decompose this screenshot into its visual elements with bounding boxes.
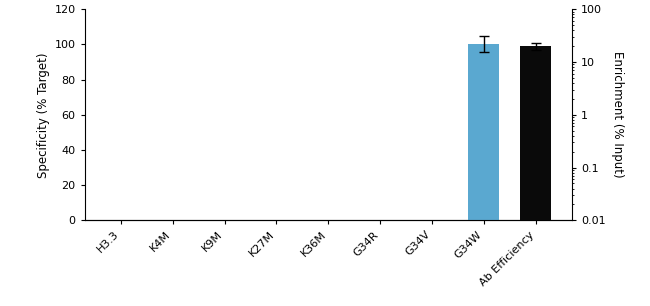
- Bar: [468, 44, 499, 220]
- Bar: [520, 46, 551, 306]
- Y-axis label: Specificity (% Target): Specificity (% Target): [37, 52, 50, 177]
- Y-axis label: Enrichment (% Input): Enrichment (% Input): [611, 51, 624, 178]
